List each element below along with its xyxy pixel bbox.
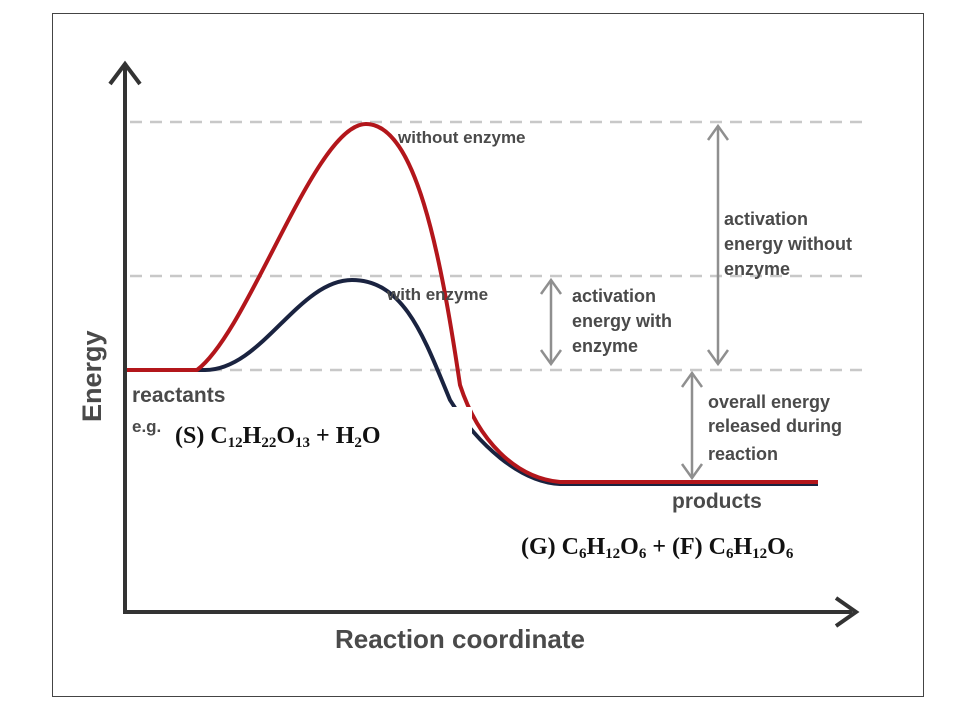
x-axis-arrowhead xyxy=(834,596,860,628)
label-activation-with-enzyme: activation energy with enzyme xyxy=(572,286,677,356)
curve-without-enzyme xyxy=(127,122,818,484)
formula-products: (G) C6H12O6 + (F) C6H12O6 xyxy=(521,534,794,562)
arrow-activation-with-enzyme xyxy=(539,277,563,367)
diagram-frame xyxy=(52,13,924,697)
axis-label-reaction-coordinate: Reaction coordinate xyxy=(335,624,585,654)
axis-label-energy: Energy xyxy=(77,330,107,422)
formula-background xyxy=(168,407,472,461)
arrow-overall-energy-released xyxy=(680,370,704,481)
label-products: products xyxy=(672,490,762,513)
arrow-activation-without-enzyme xyxy=(706,123,730,367)
label-with-enzyme: with enzyme xyxy=(386,285,488,304)
curve-with-enzyme xyxy=(127,278,818,486)
y-axis-arrowhead xyxy=(108,60,142,86)
label-activation-without-enzyme: activation energy without enzyme xyxy=(724,209,857,279)
label-example-prefix: e.g. xyxy=(132,417,161,436)
label-without-enzyme: without enzyme xyxy=(397,128,526,147)
label-overall-energy-released: overall energy released during reaction xyxy=(708,392,847,464)
formula-reactants: (S) C12H22O13 + H2O xyxy=(175,423,381,451)
label-reactants: reactants xyxy=(132,384,225,407)
